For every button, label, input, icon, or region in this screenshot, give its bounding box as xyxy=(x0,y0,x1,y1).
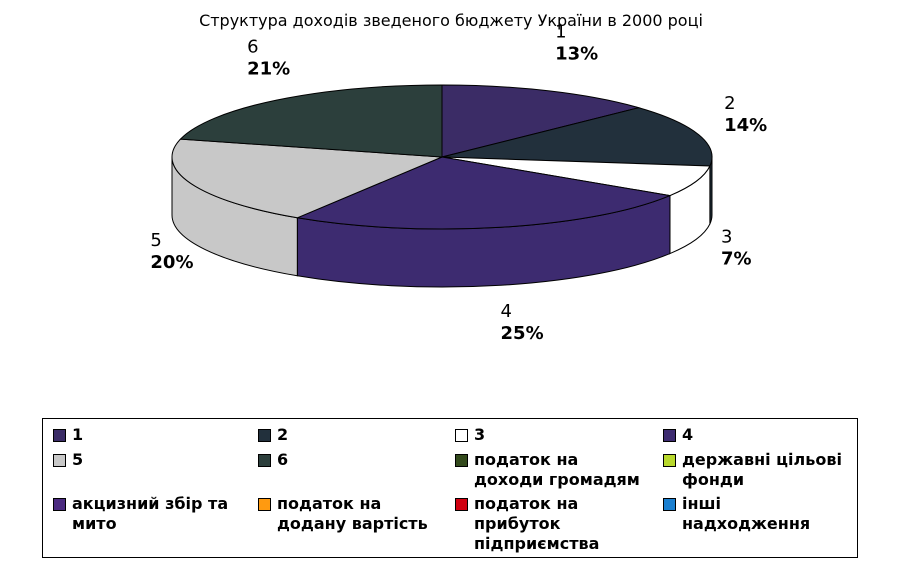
slice-category: 3 xyxy=(721,227,732,248)
legend-swatch xyxy=(53,498,66,512)
chart: Структура доходів зведеного бюджету Укра… xyxy=(150,11,767,344)
legend-swatch xyxy=(258,453,271,467)
legend-item: 3 xyxy=(455,425,663,448)
legend-item: 4 xyxy=(663,425,863,448)
legend-swatch xyxy=(663,453,676,467)
legend-item: 2 xyxy=(258,425,455,448)
slice-category: 2 xyxy=(724,93,735,114)
slice-category: 1 xyxy=(555,22,566,43)
legend-label: інші надходження xyxy=(682,494,811,534)
slice-label: 20% xyxy=(150,252,193,273)
slice-label: 13% xyxy=(555,44,598,65)
legend-item: інші надходження xyxy=(663,494,863,557)
legend-label: податок на додану вартість xyxy=(277,494,428,534)
legend-item: податок на додану вартість xyxy=(258,494,455,557)
legend-item: 5 xyxy=(53,450,258,493)
slice-top xyxy=(295,156,672,230)
slice-top xyxy=(441,84,641,158)
legend-label: акцизний збір та мито xyxy=(72,494,229,534)
legend-item: податок на доходи громадям xyxy=(455,450,663,493)
slice-category: 4 xyxy=(501,301,512,322)
legend-label: 1 xyxy=(72,425,84,444)
legend-item: 1 xyxy=(53,425,258,448)
slice-label: 25% xyxy=(501,323,544,344)
slice-top xyxy=(441,156,711,197)
slice-top xyxy=(441,107,713,167)
legend-label: 3 xyxy=(474,425,486,444)
legend-swatch xyxy=(455,429,468,442)
legend-item: державні цільові фонди xyxy=(663,450,863,493)
legend-swatch xyxy=(258,429,271,442)
chart-title: Структура доходів зведеного бюджету Укра… xyxy=(199,11,703,30)
legend-label: податок на доходи громадям xyxy=(474,449,640,489)
legend-label: податок на прибуток підприємства xyxy=(474,494,600,554)
slice-top xyxy=(179,84,443,158)
legend-label: 6 xyxy=(277,449,289,469)
legend-swatch xyxy=(455,498,468,512)
legend-swatch xyxy=(53,429,66,442)
legend: 1 2 3 4 5 6 податок на доходи громадям державні… xyxy=(42,418,858,558)
slice-label: 14% xyxy=(724,115,767,136)
legend-label: 2 xyxy=(277,425,289,444)
legend-swatch xyxy=(258,498,271,512)
legend-item: 6 xyxy=(258,450,455,493)
legend-label: державні цільові фонди xyxy=(682,449,842,489)
legend-swatch xyxy=(663,429,676,442)
slice-label: 21% xyxy=(247,59,290,80)
legend-swatch xyxy=(455,453,468,467)
legend-swatch xyxy=(53,453,66,467)
legend-label: 5 xyxy=(72,449,84,469)
legend-item: акцизний збір та мито xyxy=(53,494,258,557)
legend-item: податок на прибуток підприємства xyxy=(455,494,663,557)
slice-label: 7% xyxy=(721,249,752,270)
slice-category: 6 xyxy=(247,37,258,58)
slice-category: 5 xyxy=(150,230,161,251)
slice-top xyxy=(171,138,443,219)
legend-swatch xyxy=(663,498,676,512)
legend-label: 4 xyxy=(682,425,694,444)
